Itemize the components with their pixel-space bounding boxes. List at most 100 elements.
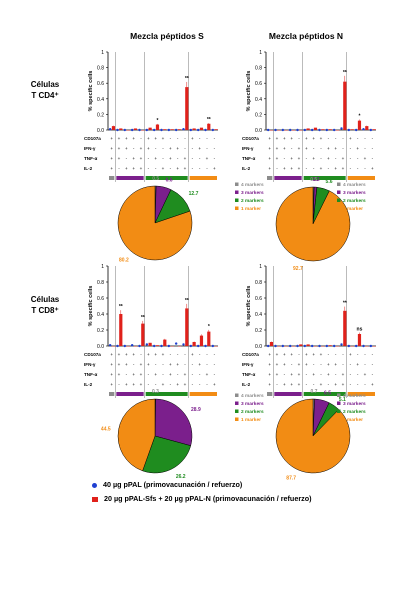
- marker-sign: +: [198, 362, 201, 367]
- marker-sign: -: [320, 372, 322, 377]
- group-color-bar: [145, 392, 188, 396]
- marker-sign: +: [371, 382, 374, 387]
- y-tick-label: 0.0: [255, 128, 262, 134]
- marker-sign: +: [125, 362, 128, 367]
- pie-value-label: 0.5: [310, 177, 317, 183]
- marker-sign: +: [147, 146, 150, 151]
- pie-value-label: 6.5: [324, 390, 331, 396]
- y-tick-label: 0.0: [97, 344, 104, 350]
- point-group1: [116, 128, 119, 132]
- y-tick-label: 0.4: [97, 97, 104, 103]
- y-tick-label: 1: [101, 264, 104, 270]
- marker-sign: +: [110, 352, 113, 357]
- marker-sign: +: [132, 372, 135, 377]
- marker-sign: -: [350, 166, 352, 171]
- significance-mark: ns: [357, 327, 363, 333]
- marker-sign: -: [328, 136, 330, 141]
- row-header-cd4-line1: Células: [30, 80, 60, 89]
- pie-value-label: 1.2: [313, 177, 320, 183]
- point-group1: [123, 344, 127, 348]
- marker-sign: +: [162, 382, 165, 387]
- marker-sign: +: [283, 362, 286, 367]
- marker-sign: +: [118, 352, 121, 357]
- point-group1: [310, 128, 314, 132]
- marker-sign: -: [199, 166, 201, 171]
- pie-legend-label: 4 markers: [343, 393, 366, 399]
- marker-sign: -: [364, 136, 366, 141]
- pie-legend-label: 2 markers: [343, 409, 366, 415]
- point-group1: [138, 344, 141, 348]
- bar-group2: [214, 129, 218, 130]
- marker-sign: -: [192, 362, 194, 367]
- marker-row-label: IFN-γ: [84, 146, 96, 151]
- marker-sign: +: [198, 146, 201, 151]
- marker-sign: +: [342, 166, 345, 171]
- marker-sign: -: [155, 146, 157, 151]
- legend-group1-label: 40 µg pPAL (primovacunación / refuerzo): [103, 480, 243, 489]
- point-group1: [211, 344, 215, 348]
- marker-sign: -: [184, 362, 186, 367]
- point-group1: [116, 344, 119, 348]
- marker-sign: +: [312, 372, 315, 377]
- marker-sign: +: [298, 362, 301, 367]
- row-header-cd8: Células T CD8⁺: [22, 294, 68, 316]
- pie-legend-swatch: [337, 417, 341, 421]
- marker-sign: -: [335, 136, 337, 141]
- marker-sign: -: [170, 352, 172, 357]
- significance-mark: **: [141, 315, 145, 321]
- bar-group2: [148, 127, 152, 130]
- group-color-bar: [116, 392, 144, 396]
- marker-sign: -: [364, 166, 366, 171]
- y-tick-label: 0.4: [255, 97, 262, 103]
- bar-group2: [357, 334, 362, 346]
- marker-sign: -: [170, 166, 172, 171]
- marker-sign: -: [192, 146, 194, 151]
- marker-sign: +: [118, 156, 121, 161]
- marker-sign: -: [170, 382, 172, 387]
- y-tick-label: 1: [259, 50, 262, 56]
- pie-value-label: 12.7: [189, 191, 199, 197]
- point-group1: [332, 344, 336, 348]
- column-header-s: Mezcla péptidos S: [130, 31, 204, 41]
- marker-sign: +: [162, 352, 165, 357]
- pie-legend-label: 4 markers: [241, 182, 264, 188]
- marker-sign: +: [206, 156, 209, 161]
- marker-row-label: TNF-α: [84, 372, 97, 377]
- marker-sign: +: [154, 352, 157, 357]
- bar-group2: [343, 310, 347, 346]
- marker-sign: +: [154, 136, 157, 141]
- marker-sign: +: [327, 372, 330, 377]
- marker-sign: -: [350, 146, 352, 151]
- marker-row-label: TNF-α: [242, 372, 255, 377]
- point-group1: [160, 344, 163, 348]
- marker-sign: -: [148, 382, 150, 387]
- marker-row-label: IFN-γ: [242, 362, 254, 367]
- group-color-bar: [189, 176, 217, 180]
- bar-group2: [207, 331, 211, 346]
- marker-sign: +: [268, 146, 271, 151]
- marker-sign: +: [140, 156, 143, 161]
- point-group1: [296, 128, 299, 132]
- marker-sign: -: [364, 382, 366, 387]
- bar-group2: [170, 129, 174, 130]
- marker-sign: -: [372, 362, 374, 367]
- bar-group2: [350, 129, 354, 130]
- marker-row-label: IL-2: [242, 382, 251, 387]
- pie-legend-swatch: [337, 393, 341, 397]
- marker-row-label: CD107a: [242, 136, 259, 141]
- marker-sign: -: [162, 362, 164, 367]
- marker-sign: -: [148, 156, 150, 161]
- pie-value-label: 0.3: [152, 389, 159, 395]
- marker-sign: +: [320, 382, 323, 387]
- point-group1: [281, 344, 285, 348]
- marker-sign: +: [176, 382, 179, 387]
- marker-sign: -: [192, 166, 194, 171]
- marker-sign: +: [140, 146, 143, 151]
- pie-value-label: 80.2: [119, 258, 129, 264]
- marker-sign: -: [284, 372, 286, 377]
- point-group1: [182, 343, 185, 346]
- marker-sign: +: [298, 156, 301, 161]
- point-group1: [196, 344, 200, 348]
- marker-sign: +: [154, 372, 157, 377]
- marker-sign: +: [327, 156, 330, 161]
